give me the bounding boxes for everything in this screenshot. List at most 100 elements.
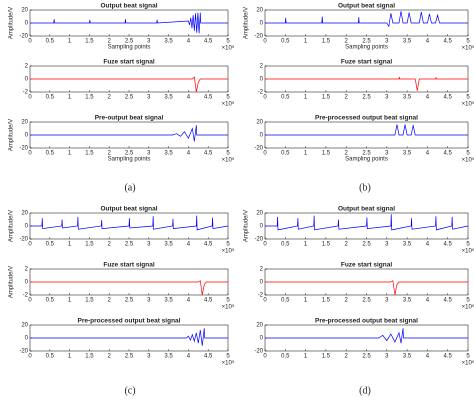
signal-line <box>265 280 468 296</box>
x-tick-label: 3 <box>147 298 151 304</box>
x-tick-label: 0.5 <box>281 354 290 360</box>
x-tick-label: 2 <box>108 298 112 304</box>
y-tick-label: -20 <box>19 237 28 243</box>
x-axis-label: Sampling points <box>108 157 151 163</box>
x-tick-label: 3.5 <box>403 354 412 360</box>
x-tick-label: 2.5 <box>125 298 134 304</box>
x-tick-label: 4.5 <box>444 151 453 157</box>
x-tick-label: 0.5 <box>46 39 55 45</box>
x-tick-label: 2 <box>108 151 112 157</box>
x-tick-label: 4 <box>426 354 430 360</box>
y-tick-label: -20 <box>254 146 263 152</box>
y-tick-label: 0 <box>25 336 29 342</box>
x-tick-label: 3.5 <box>164 95 173 101</box>
x-tick-label: 3 <box>147 151 151 157</box>
x-tick-label: 1 <box>68 95 72 101</box>
x-tick-label: 2.5 <box>125 242 134 248</box>
x-multiplier: ×10⁵ <box>222 101 235 108</box>
x-tick-label: 0 <box>263 95 267 101</box>
x-tick-label: 5 <box>226 95 230 101</box>
x-tick-label: 5 <box>226 298 230 304</box>
x-tick-label: 1.5 <box>322 242 331 248</box>
x-tick-label: 2.5 <box>362 354 371 360</box>
x-tick-label: 0.5 <box>46 95 55 101</box>
x-multiplier: ×10⁵ <box>222 45 235 52</box>
y-tick-label: -2 <box>258 293 264 299</box>
x-tick-label: 1 <box>304 354 308 360</box>
x-tick-label: 4.5 <box>204 95 213 101</box>
x-tick-label: 0 <box>28 39 32 45</box>
x-tick-label: 1 <box>304 39 308 45</box>
x-tick-label: 0 <box>263 151 267 157</box>
y-tick-label: -20 <box>19 34 28 40</box>
x-tick-label: 4.5 <box>204 39 213 45</box>
chart-title: Fuze start signal <box>341 262 392 269</box>
x-multiplier: ×10⁵ <box>462 101 474 108</box>
signal-line <box>30 328 228 346</box>
y-tick-label: 20 <box>21 120 28 126</box>
chart-title: Fuze start signal <box>103 59 154 66</box>
x-tick-label: 2.5 <box>125 95 134 101</box>
chart-title: Output beat signal <box>100 206 157 213</box>
y-tick-label: 2 <box>25 64 29 70</box>
panel-label: (d) <box>359 385 371 396</box>
x-tick-label: 4.5 <box>444 242 453 248</box>
x-tick-label: 4.5 <box>444 95 453 101</box>
y-tick-label: -20 <box>19 349 28 355</box>
x-tick-label: 3.5 <box>164 298 173 304</box>
x-tick-label: 3.5 <box>403 298 412 304</box>
panel-label: (a) <box>124 182 135 193</box>
x-tick-label: 1.5 <box>85 95 94 101</box>
x-tick-label: 3 <box>147 242 151 248</box>
chart-title: Pre-processed output beat signal <box>315 318 418 325</box>
x-tick-label: 5 <box>466 151 470 157</box>
x-multiplier: ×10⁵ <box>222 360 235 367</box>
x-tick-label: 0 <box>263 242 267 248</box>
y-axis-label: Amplitude/V <box>244 210 250 242</box>
x-tick-label: 1 <box>304 95 308 101</box>
y-axis-label: Amplitude/V <box>9 266 15 298</box>
y-tick-label: -20 <box>254 349 263 355</box>
x-tick-label: 1.5 <box>322 151 331 157</box>
x-tick-label: 2.5 <box>125 39 134 45</box>
y-tick-label: 0 <box>25 224 29 230</box>
y-tick-label: -20 <box>19 146 28 152</box>
y-axis-label: Amplitude/V <box>9 7 15 39</box>
x-tick-label: 2 <box>345 39 349 45</box>
x-tick-label: 1.5 <box>85 354 94 360</box>
y-tick-label: 0 <box>260 133 264 139</box>
y-tick-label: 0 <box>260 336 264 342</box>
x-tick-label: 0.5 <box>281 95 290 101</box>
y-tick-label: 20 <box>256 323 263 329</box>
chart-title: Fuze start signal <box>103 262 154 269</box>
signal-line <box>30 280 228 296</box>
x-tick-label: 5 <box>466 354 470 360</box>
x-tick-label: 0.5 <box>46 298 55 304</box>
x-tick-label: 3 <box>147 95 151 101</box>
x-tick-label: 3.5 <box>403 39 412 45</box>
x-tick-label: 5 <box>226 242 230 248</box>
chart-title: Fuze start signal <box>341 59 392 66</box>
x-multiplier: ×10⁵ <box>222 157 235 164</box>
x-tick-label: 3.5 <box>164 242 173 248</box>
x-tick-label: 1.5 <box>85 242 94 248</box>
x-tick-label: 3.5 <box>164 151 173 157</box>
x-tick-label: 1 <box>68 298 72 304</box>
x-tick-label: 2.5 <box>362 95 371 101</box>
x-tick-label: 0 <box>28 242 32 248</box>
y-tick-label: 0 <box>25 280 29 286</box>
x-tick-label: 2 <box>345 95 349 101</box>
y-tick-label: 2 <box>260 64 264 70</box>
x-tick-label: 0 <box>263 354 267 360</box>
x-multiplier: ×10⁵ <box>462 45 474 52</box>
y-tick-label: 0 <box>260 77 264 83</box>
y-axis-label: Amplitude/V <box>9 119 15 151</box>
y-tick-label: 2 <box>25 267 29 273</box>
chart-title: Pre-processed output beat signal <box>78 318 181 325</box>
x-tick-label: 0.5 <box>281 39 290 45</box>
x-tick-label: 3 <box>385 39 389 45</box>
signal-line <box>30 215 229 231</box>
x-tick-label: 4.5 <box>204 242 213 248</box>
x-tick-label: 0 <box>28 298 32 304</box>
x-tick-label: 5 <box>226 39 230 45</box>
